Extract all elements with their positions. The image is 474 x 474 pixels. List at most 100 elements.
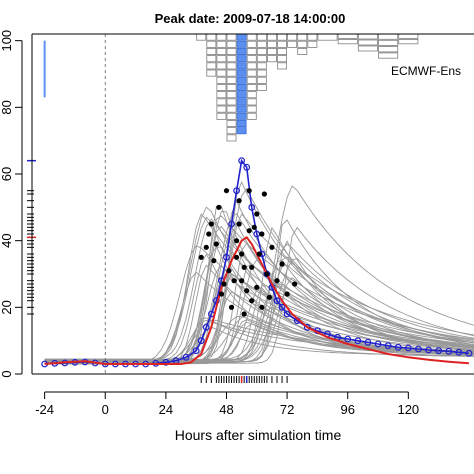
blue-series-point [238, 157, 246, 165]
blue-series-point [303, 323, 311, 331]
histogram-cell [236, 55, 247, 63]
blue-series-point [162, 358, 170, 366]
ensemble-peak-point [259, 304, 265, 310]
x-tick-label: -24 [35, 402, 54, 417]
blue-series-point [374, 340, 382, 348]
ensemble-peak-point [251, 224, 257, 230]
ensemble-peak-point [254, 211, 260, 217]
red-series-line [44, 235, 469, 365]
ensemble-peak-point [241, 264, 247, 270]
histogram-cell [297, 48, 308, 56]
blue-series-point [228, 220, 235, 228]
histogram-cell [216, 55, 227, 63]
histogram-cell [277, 33, 287, 41]
legend: ECMWF-Ens [391, 64, 461, 78]
histogram-cell [216, 69, 227, 77]
histogram-cell [246, 48, 257, 56]
histogram-cell [246, 112, 257, 120]
y-tick-label: 60 [0, 167, 14, 181]
ensemble-peak-point [284, 291, 290, 297]
ensemble-peak-point [236, 221, 242, 227]
blue-series-point [273, 297, 281, 305]
histogram-cell [226, 112, 237, 120]
ensemble-peak-point [236, 198, 242, 204]
blue-series-point [202, 323, 210, 331]
histogram-cell [216, 48, 227, 56]
ensemble-peak-point [241, 311, 247, 317]
ensemble-peak-point [223, 188, 230, 194]
ensemble-peak-point [246, 228, 252, 234]
y-tick-label: 100 [0, 30, 14, 52]
ensemble-peak-point [274, 278, 280, 284]
ensemble-peak-point [211, 258, 217, 264]
ensemble-peak-point [264, 271, 270, 277]
histogram-cell [337, 33, 358, 39]
histogram-cell [357, 39, 378, 46]
histogram-cell [246, 105, 257, 113]
blue-series-point [394, 343, 402, 351]
histogram-cell [236, 120, 247, 128]
blue-series-point [404, 344, 412, 352]
histogram-cell [246, 55, 257, 63]
histogram-cell [226, 98, 237, 106]
histogram-cell [378, 33, 399, 40]
x-axis-label: Hours after simulation time [175, 427, 342, 443]
histogram-cell [206, 33, 217, 41]
histogram-cell [216, 62, 227, 70]
blue-series-point [197, 337, 205, 345]
histogram-cell [236, 91, 247, 99]
histogram-cell [236, 76, 247, 84]
histogram-cell [378, 52, 399, 59]
histogram-cell [287, 40, 298, 48]
blue-series-point [435, 347, 443, 355]
y-tick-label: 20 [0, 300, 14, 314]
ensemble-peak-point [244, 288, 250, 294]
histogram-cell [317, 33, 338, 41]
x-tick-label: 96 [340, 402, 354, 417]
histogram-cell [216, 84, 227, 92]
y-tick-label: 0 [0, 370, 14, 377]
blue-series-point [455, 348, 463, 356]
histogram-cell [246, 76, 257, 84]
ensemble-peak-point [206, 231, 212, 237]
histogram-cell [226, 76, 237, 84]
ensemble-peak-point [266, 294, 273, 300]
histogram-cell [246, 62, 257, 70]
histogram-cell [226, 48, 237, 56]
ensemble-peak-point [259, 231, 265, 237]
ensemble-peak-point [213, 241, 219, 247]
blue-series-point [425, 346, 432, 354]
x-tick-label: 72 [280, 402, 294, 417]
histogram-cell [256, 33, 267, 41]
histogram-cell [256, 84, 267, 92]
histogram-cell [277, 55, 287, 63]
histogram-cell [357, 33, 378, 40]
ensemble-peak-point [218, 291, 225, 297]
histogram-cell [378, 39, 399, 46]
ensemble-peak-point [292, 281, 298, 287]
histogram-cell [277, 40, 287, 48]
peak-timing-histogram [43, 33, 419, 142]
histogram-cell [226, 127, 237, 135]
blue-series-point [233, 187, 240, 195]
x-tick-label: 48 [219, 402, 233, 417]
histogram-cell [246, 33, 257, 41]
axes: -24 0 24 48 72 96 120 0 20 40 60 80 100 [0, 30, 474, 417]
histogram-cell [216, 40, 227, 48]
histogram-cell [206, 48, 217, 56]
histogram-cell [226, 40, 237, 48]
blue-series-point [344, 335, 352, 343]
ensemble-peak-point [233, 254, 240, 260]
histogram-cell [226, 69, 237, 77]
blue-series-point [278, 303, 286, 311]
ensemble-peak-point [254, 284, 260, 290]
blue-series-point [415, 345, 422, 353]
histogram-cell [256, 62, 267, 70]
y-tick-label: 80 [0, 100, 14, 114]
histogram-cell [236, 105, 247, 113]
histogram-cell [266, 33, 277, 41]
blue-series-point [354, 337, 362, 345]
ensemble-peak-point [279, 261, 285, 267]
ensemble-peak-point [208, 221, 214, 227]
